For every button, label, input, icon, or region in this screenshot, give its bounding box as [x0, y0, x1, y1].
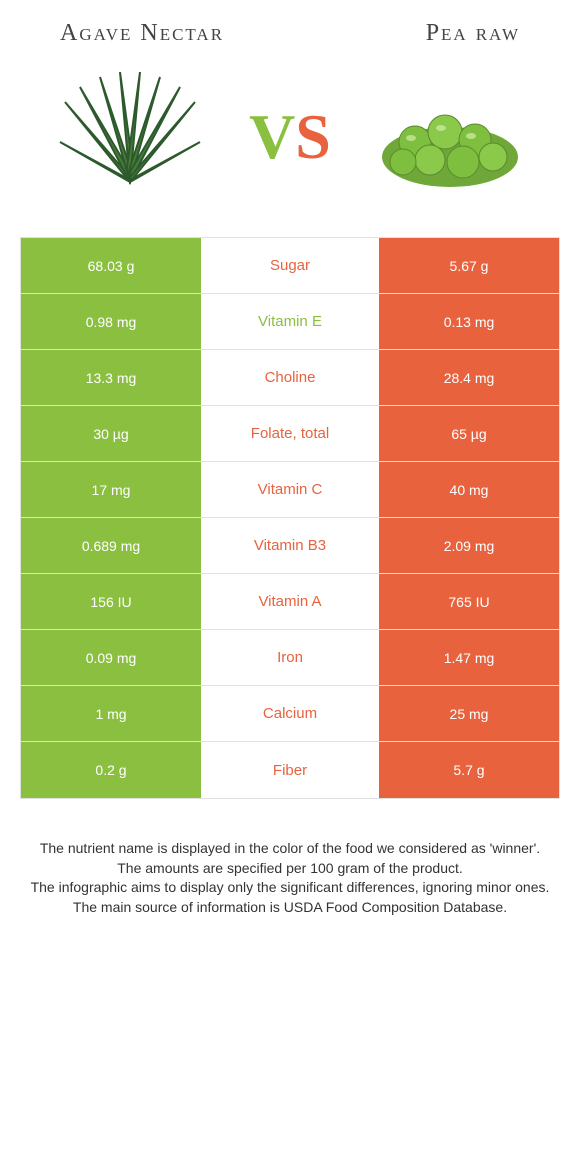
table-row: 0.689 mgVitamin B32.09 mg — [21, 518, 559, 574]
right-value: 40 mg — [379, 462, 559, 517]
nutrient-label: Sugar — [201, 238, 379, 293]
nutrient-table: 68.03 gSugar5.67 g0.98 mgVitamin E0.13 m… — [20, 237, 560, 799]
left-value: 17 mg — [21, 462, 201, 517]
right-value: 0.13 mg — [379, 294, 559, 349]
table-row: 0.2 gFiber5.7 g — [21, 742, 559, 798]
footer-notes: The nutrient name is displayed in the co… — [0, 799, 580, 917]
right-food-title: Pea raw — [426, 20, 520, 47]
table-row: 13.3 mgCholine28.4 mg — [21, 350, 559, 406]
left-value: 0.689 mg — [21, 518, 201, 573]
nutrient-label: Vitamin C — [201, 462, 379, 517]
table-row: 156 IUVitamin A765 IU — [21, 574, 559, 630]
vs-s: S — [295, 101, 331, 172]
left-value: 156 IU — [21, 574, 201, 629]
right-value: 1.47 mg — [379, 630, 559, 685]
header: Agave Nectar Pea raw — [0, 0, 580, 57]
table-row: 30 µgFolate, total65 µg — [21, 406, 559, 462]
table-row: 0.09 mgIron1.47 mg — [21, 630, 559, 686]
nutrient-label: Fiber — [201, 742, 379, 798]
table-row: 68.03 gSugar5.67 g — [21, 238, 559, 294]
peas-icon — [370, 67, 530, 207]
left-value: 68.03 g — [21, 238, 201, 293]
left-food-title: Agave Nectar — [60, 20, 224, 47]
nutrient-label: Vitamin B3 — [201, 518, 379, 573]
table-row: 1 mgCalcium25 mg — [21, 686, 559, 742]
nutrient-label: Choline — [201, 350, 379, 405]
agave-icon — [50, 67, 210, 207]
right-value: 65 µg — [379, 406, 559, 461]
vs-v: V — [249, 101, 295, 172]
images-row: VS — [0, 57, 580, 237]
footer-line: The main source of information is USDA F… — [30, 898, 550, 918]
left-value: 0.98 mg — [21, 294, 201, 349]
left-value: 1 mg — [21, 686, 201, 741]
left-value: 30 µg — [21, 406, 201, 461]
footer-line: The amounts are specified per 100 gram o… — [30, 859, 550, 879]
footer-line: The infographic aims to display only the… — [30, 878, 550, 898]
right-value: 765 IU — [379, 574, 559, 629]
nutrient-label: Folate, total — [201, 406, 379, 461]
nutrient-label: Vitamin E — [201, 294, 379, 349]
right-value: 28.4 mg — [379, 350, 559, 405]
right-value: 25 mg — [379, 686, 559, 741]
nutrient-label: Calcium — [201, 686, 379, 741]
table-row: 17 mgVitamin C40 mg — [21, 462, 559, 518]
left-value: 0.2 g — [21, 742, 201, 798]
vs-label: VS — [249, 100, 331, 174]
nutrient-label: Vitamin A — [201, 574, 379, 629]
footer-line: The nutrient name is displayed in the co… — [30, 839, 550, 859]
table-row: 0.98 mgVitamin E0.13 mg — [21, 294, 559, 350]
right-value: 5.67 g — [379, 238, 559, 293]
nutrient-label: Iron — [201, 630, 379, 685]
right-value: 5.7 g — [379, 742, 559, 798]
left-value: 0.09 mg — [21, 630, 201, 685]
left-value: 13.3 mg — [21, 350, 201, 405]
right-value: 2.09 mg — [379, 518, 559, 573]
